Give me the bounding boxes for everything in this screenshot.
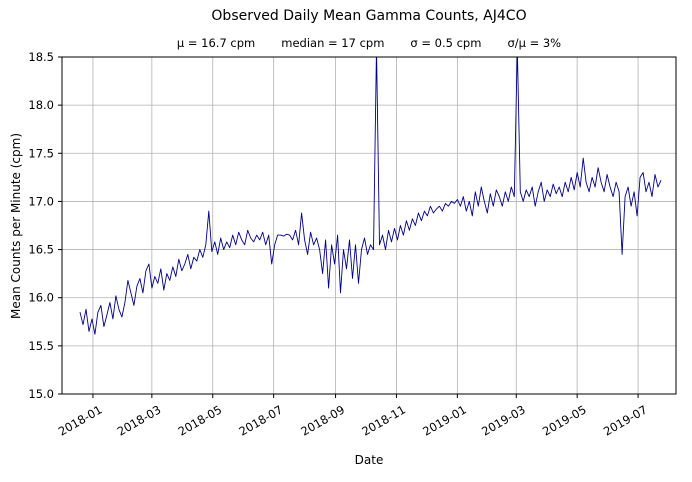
svg-text:15.5: 15.5 [28, 339, 54, 353]
svg-text:15.0: 15.0 [28, 387, 54, 401]
svg-text:2019-05: 2019-05 [540, 402, 589, 438]
series-line [79, 57, 662, 335]
svg-text:2018-05: 2018-05 [176, 402, 225, 438]
stat-median: median = 17 cpm [281, 36, 385, 50]
svg-text:17.0: 17.0 [28, 194, 54, 208]
svg-text:18.0: 18.0 [28, 98, 54, 112]
x-axis-label: Date [354, 453, 384, 467]
svg-text:2018-03: 2018-03 [115, 402, 164, 438]
svg-text:17.5: 17.5 [28, 146, 54, 160]
stat-sigma: σ = 0.5 cpm [410, 36, 482, 50]
chart-stats-line: μ = 16.7 cpm median = 17 cpm σ = 0.5 cpm… [62, 36, 676, 50]
stat-sigma-over-mu: σ/μ = 3% [507, 36, 562, 50]
svg-text:2019-01: 2019-01 [420, 402, 469, 438]
svg-text:2018-11: 2018-11 [359, 402, 408, 438]
x-tick-labels: 2018-01 2018-03 2018-05 2018-07 2018-09 2018-… [56, 394, 650, 439]
svg-text:16.0: 16.0 [28, 291, 54, 305]
svg-text:2019-03: 2019-03 [479, 402, 528, 438]
svg-text:2019-07: 2019-07 [601, 402, 650, 438]
axes-spines [61, 56, 677, 395]
svg-text:2018-09: 2018-09 [298, 402, 347, 438]
stat-mean: μ = 16.7 cpm [176, 36, 256, 50]
svg-text:18.5: 18.5 [28, 50, 54, 64]
chart-title: Observed Daily Mean Gamma Counts, AJ4CO [211, 8, 527, 24]
svg-text:2018-07: 2018-07 [237, 402, 286, 438]
svg-text:2018-01: 2018-01 [56, 402, 105, 438]
svg-text:16.5: 16.5 [28, 243, 54, 257]
grid [62, 56, 676, 395]
y-tick-labels: 15.0 15.5 16.0 16.5 17.0 17.5 18.0 18.5 [28, 50, 62, 401]
